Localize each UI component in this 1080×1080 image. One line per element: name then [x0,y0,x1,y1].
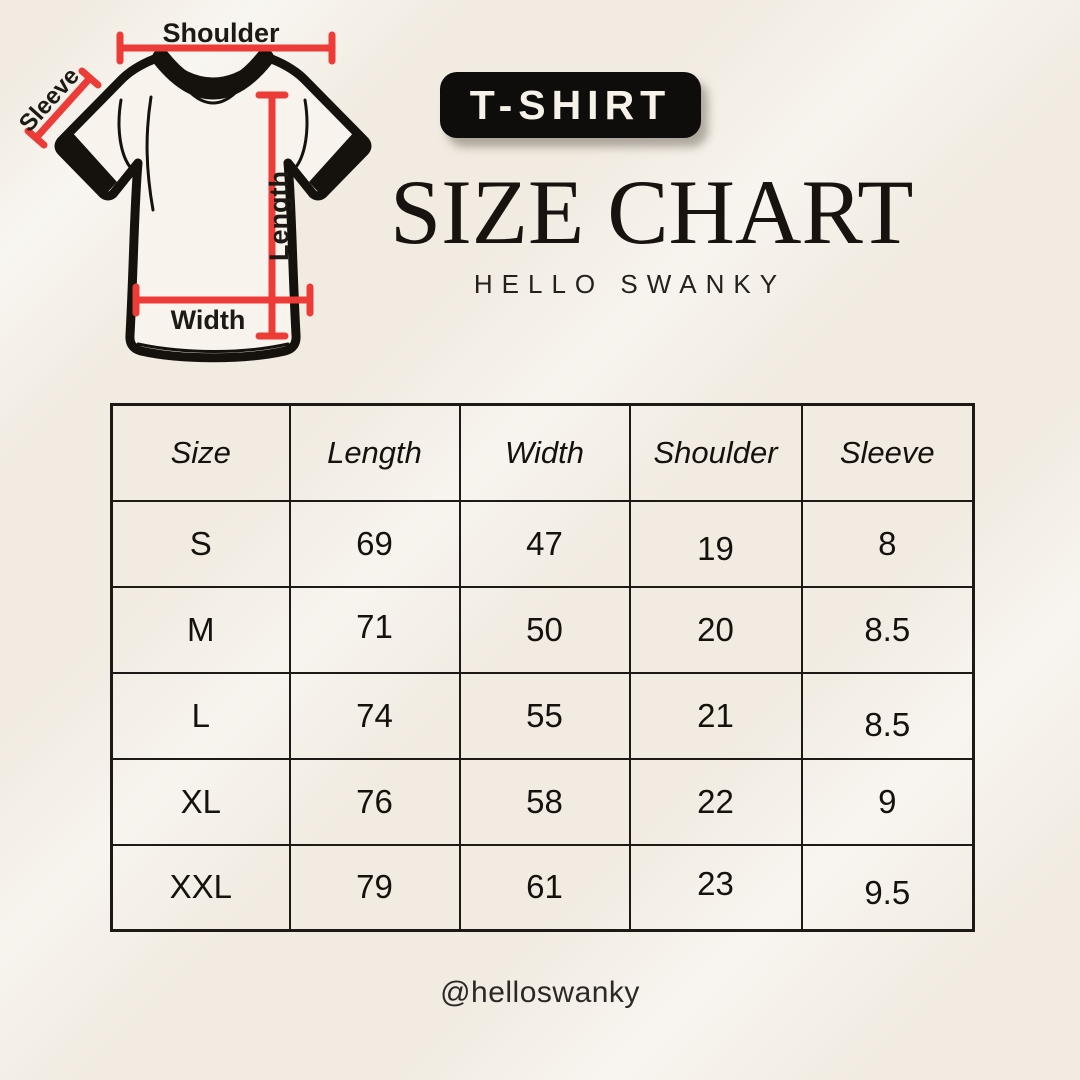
table-row-m: M 71 50 20 8.5 [110,585,975,674]
cell-width: 61 [458,843,631,932]
cell-sleeve: 8.5 [800,671,975,760]
cell-shoulder: 23 [628,843,803,932]
tshirt-badge: T-SHIRT [440,72,701,138]
tshirt-body [54,52,372,363]
col-header-sleeve: Sleeve [800,403,975,502]
cell-sleeve: 8 [800,499,975,588]
length-label: Length [264,171,294,261]
cell-width: 55 [458,671,631,760]
cell-sleeve: 9.5 [800,843,975,932]
cell-shoulder: 20 [628,585,803,674]
table-row-l: L 74 55 21 8.5 [110,671,975,760]
cell-shoulder: 19 [628,499,803,588]
cell-size: XL [110,757,291,846]
fold-lines [117,95,309,353]
cell-size: L [110,671,291,760]
cell-length: 69 [288,499,461,588]
page-title: SIZE CHART [390,161,914,263]
cell-length: 76 [288,757,461,846]
table-row-s: S 69 47 19 8 [110,499,975,588]
cell-width: 47 [458,499,631,588]
cell-sleeve: 8.5 [800,585,975,674]
cell-shoulder: 21 [628,671,803,760]
tshirt-illustration: Shoulder Length Width Sleeve [5,5,405,405]
width-label: Width [171,305,246,335]
cell-size: XXL [110,843,291,932]
col-header-shoulder: Shoulder [628,403,803,502]
col-header-length: Length [288,403,461,502]
table-row-xl: XL 76 58 22 9 [110,757,975,846]
cell-width: 50 [458,585,631,674]
sleeve-measure-line [32,74,94,142]
brand-subtitle: HELLO SWANKY [473,269,787,299]
right-cuff-band [309,131,367,195]
table-header-row: Size Length Width Shoulder Sleeve [110,403,975,502]
cell-shoulder: 22 [628,757,803,846]
measurement-lines [24,31,336,340]
collar-seam-line [169,66,257,105]
cell-sleeve: 9 [800,757,975,846]
cell-size: S [110,499,291,588]
cell-length: 74 [288,671,461,760]
tshirt-svg: Shoulder Length Width Sleeve [14,18,372,363]
table-row-xxl: XXL 79 61 23 9.5 [110,843,975,932]
cell-length: 71 [288,585,461,674]
col-header-size: Size [110,403,291,502]
col-header-width: Width [458,403,631,502]
shoulder-label: Shoulder [162,18,279,48]
social-handle: @helloswanky [440,976,640,1009]
size-table: Size Length Width Shoulder Sleeve S 69 4… [110,403,975,932]
cell-length: 79 [288,843,461,932]
cell-size: M [110,585,291,674]
left-cuff-band [59,131,117,195]
cell-width: 58 [458,757,631,846]
